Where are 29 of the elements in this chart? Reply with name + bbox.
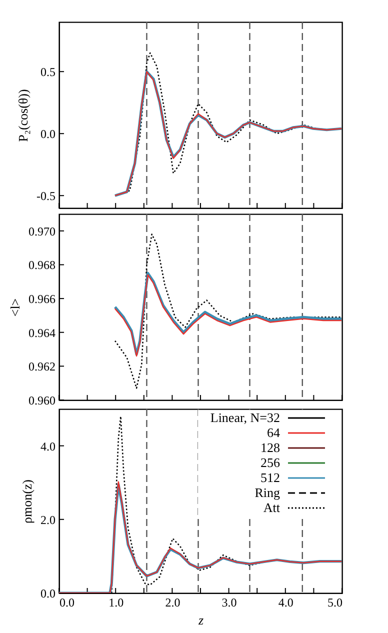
y-tick-label: 0.964 — [28, 326, 56, 340]
legend-label: Ring — [254, 485, 280, 500]
x-tick-label: 4.0 — [278, 596, 294, 610]
x-axis-title: z — [197, 612, 204, 628]
y-tick-label: 0.0 — [40, 586, 56, 600]
y-tick-label: 2.0 — [40, 512, 56, 527]
y-axis-title: <l> — [8, 298, 22, 317]
y-tick-label: 4.0 — [40, 439, 56, 454]
x-tick-label: 5.0 — [328, 596, 342, 610]
y-axis-title: ρmon(z) — [20, 479, 34, 524]
y-tick-label: 0.966 — [28, 292, 56, 306]
x-tick-label: 1.0 — [108, 596, 124, 610]
legend-label: Att — [263, 500, 280, 515]
x-tick-label: 3.0 — [222, 596, 237, 610]
legend-label: 256 — [260, 455, 280, 470]
legend-label: 512 — [260, 470, 280, 485]
x-tick-label: 2.0 — [165, 596, 180, 610]
y-tick-label: 0.962 — [28, 360, 56, 374]
y-axis-title: P₂(cos(θ)) — [16, 89, 31, 142]
y-tick-label: 0.5 — [40, 65, 56, 80]
y-tick-label: 0.968 — [28, 258, 56, 272]
y-tick-label: 0.0 — [40, 127, 56, 142]
y-tick-label: 0.960 — [28, 394, 56, 408]
legend-label: 64 — [267, 425, 280, 440]
x-tick-label: 0.0 — [60, 596, 74, 610]
y-tick-label: -0.5 — [36, 189, 56, 204]
y-tick-label: 0.970 — [28, 224, 56, 238]
legend-label: Linear, N=32 — [210, 410, 280, 425]
legend-label: 128 — [260, 440, 280, 455]
